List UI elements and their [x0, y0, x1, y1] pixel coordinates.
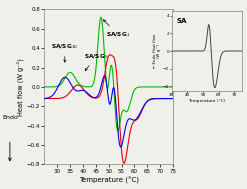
Text: SA/SG$_1$: SA/SG$_1$: [103, 20, 130, 40]
X-axis label: Temperature (°C): Temperature (°C): [79, 176, 139, 184]
Text: SA/SG$_5$: SA/SG$_5$: [84, 52, 109, 71]
Text: SA: SA: [177, 18, 187, 24]
Y-axis label: ← Endo Heat flow
(W g⁻¹): ← Endo Heat flow (W g⁻¹): [153, 34, 161, 68]
X-axis label: Temperature (°C): Temperature (°C): [188, 99, 226, 103]
Text: SA/SG$_{10}$: SA/SG$_{10}$: [51, 42, 78, 62]
Y-axis label: Heat flow (W g⁻¹): Heat flow (W g⁻¹): [17, 58, 24, 116]
Text: Endo: Endo: [2, 115, 18, 120]
